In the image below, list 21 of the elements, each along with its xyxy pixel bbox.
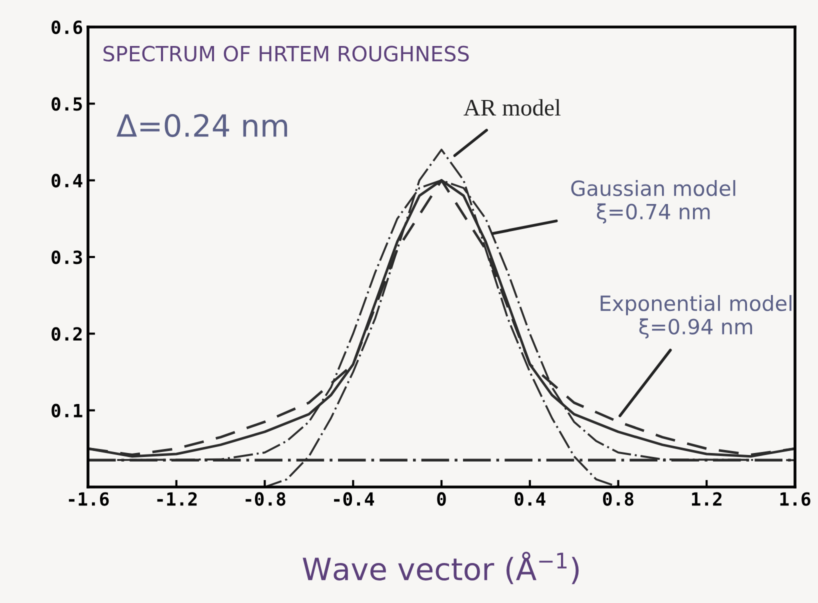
y-tick-label: 0.6	[52, 20, 82, 34]
x-tick-label: 0.4	[514, 492, 546, 506]
y-tick-label: 0.3	[52, 250, 82, 264]
annotation: Δ=0.24 nm	[116, 114, 288, 138]
annotation: Exponential model ξ=0.94 nm	[600, 295, 792, 339]
x-tick-label: 0	[437, 492, 446, 506]
annotation: Gaussian model ξ=0.74 nm	[571, 180, 736, 224]
x-tick-label: -0.8	[246, 492, 286, 506]
x-tick-label: -0.4	[334, 492, 374, 506]
y-tick-label: 0.1	[52, 404, 82, 418]
text: SPECTRUM OF HRTEM ROUGHNESS	[104, 46, 469, 62]
x-tick-label: 1.2	[692, 492, 722, 506]
y-tick-label: 0.5	[52, 97, 82, 111]
y-tick-label: 0.2	[52, 327, 82, 341]
x-tick-label: 1.6	[780, 492, 810, 506]
x-tick-label: -1.2	[157, 492, 197, 506]
x-tick-label: -1.6	[68, 492, 109, 506]
y-tick-label: 0.4	[52, 174, 82, 188]
x-axis-title: Wave vector (Å$^{−1}$)	[302, 552, 579, 584]
annotation: AR model	[464, 99, 561, 116]
x-tick-label: 0.8	[603, 492, 634, 506]
